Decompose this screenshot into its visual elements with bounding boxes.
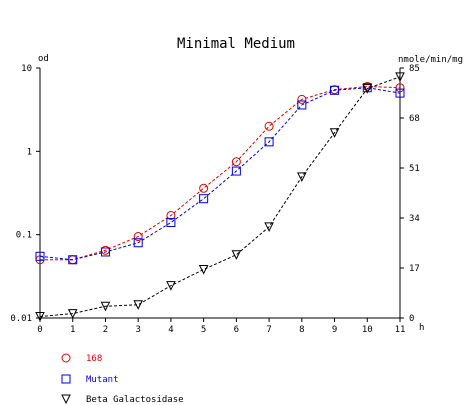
data-point bbox=[231, 166, 241, 176]
right-tick-label: 51 bbox=[409, 164, 420, 174]
left-tick-label: 0.01 bbox=[10, 314, 32, 324]
data-point bbox=[100, 247, 110, 257]
data-point bbox=[395, 83, 405, 93]
right-tick-label: 34 bbox=[409, 214, 420, 224]
data-point bbox=[198, 264, 209, 275]
left-tick-label: 0.1 bbox=[16, 231, 32, 241]
right-tick-label: 0 bbox=[409, 314, 414, 324]
data-point bbox=[297, 172, 307, 182]
left-tick-label: 10 bbox=[21, 64, 32, 74]
series-1 bbox=[35, 83, 405, 265]
series-line bbox=[39, 76, 401, 318]
data-point bbox=[264, 222, 274, 232]
data-point bbox=[133, 232, 143, 242]
data-point bbox=[231, 157, 241, 167]
data-point bbox=[133, 300, 143, 310]
data-point bbox=[297, 100, 307, 110]
data-point bbox=[199, 194, 209, 204]
x-tick-label: 8 bbox=[299, 325, 304, 335]
series-0 bbox=[35, 81, 405, 265]
legend-label: 168 bbox=[86, 354, 102, 364]
x-tick-label: 9 bbox=[332, 325, 337, 335]
data-point bbox=[67, 309, 78, 319]
x-tick-label: 7 bbox=[266, 325, 271, 335]
x-tick-label: 10 bbox=[362, 325, 373, 335]
x-unit-label: h bbox=[419, 323, 424, 333]
left-tick-label: 1 bbox=[27, 147, 32, 157]
data-point bbox=[166, 217, 176, 227]
data-point bbox=[297, 94, 307, 104]
legend-marker bbox=[61, 353, 71, 363]
data-point bbox=[330, 85, 340, 95]
x-tick-label: 4 bbox=[168, 325, 173, 335]
x-tick-label: 1 bbox=[70, 325, 75, 335]
data-point bbox=[395, 88, 405, 98]
x-tick-label: 5 bbox=[201, 325, 206, 335]
data-point bbox=[68, 255, 78, 265]
data-point bbox=[133, 238, 143, 248]
legend-marker bbox=[61, 374, 71, 384]
data-point bbox=[231, 250, 242, 260]
x-tick-label: 3 bbox=[135, 325, 140, 335]
data-point bbox=[199, 183, 209, 193]
legend-marker bbox=[61, 394, 71, 405]
data-point bbox=[166, 210, 176, 220]
data-point bbox=[362, 84, 373, 94]
right-tick-label: 85 bbox=[409, 64, 420, 74]
data-point bbox=[264, 121, 274, 131]
x-tick-label: 2 bbox=[103, 325, 108, 335]
left-axis-label: od bbox=[38, 54, 49, 64]
right-tick-label: 17 bbox=[409, 264, 420, 274]
series-2 bbox=[35, 72, 405, 322]
data-point bbox=[166, 281, 176, 291]
data-point bbox=[35, 312, 45, 322]
data-point bbox=[35, 251, 45, 261]
x-tick-label: 6 bbox=[234, 325, 239, 335]
data-point bbox=[395, 72, 405, 82]
series-layer bbox=[35, 72, 405, 322]
legend-label: Beta Galactosidase bbox=[86, 395, 184, 405]
legend-label: Mutant bbox=[86, 375, 119, 385]
data-point bbox=[329, 128, 340, 138]
right-axis-label: nmole/min/mg bbox=[398, 55, 463, 65]
x-tick-label: 0 bbox=[37, 325, 42, 335]
legend: 168 Mutant Beta Galactosidase bbox=[61, 353, 184, 405]
right-tick-label: 68 bbox=[409, 114, 420, 124]
series-line bbox=[40, 85, 401, 261]
x-tick-label: 11 bbox=[395, 325, 406, 335]
series-line bbox=[39, 87, 401, 261]
data-point bbox=[100, 301, 111, 312]
chart-title: Minimal Medium bbox=[177, 36, 295, 52]
data-point bbox=[264, 137, 274, 147]
